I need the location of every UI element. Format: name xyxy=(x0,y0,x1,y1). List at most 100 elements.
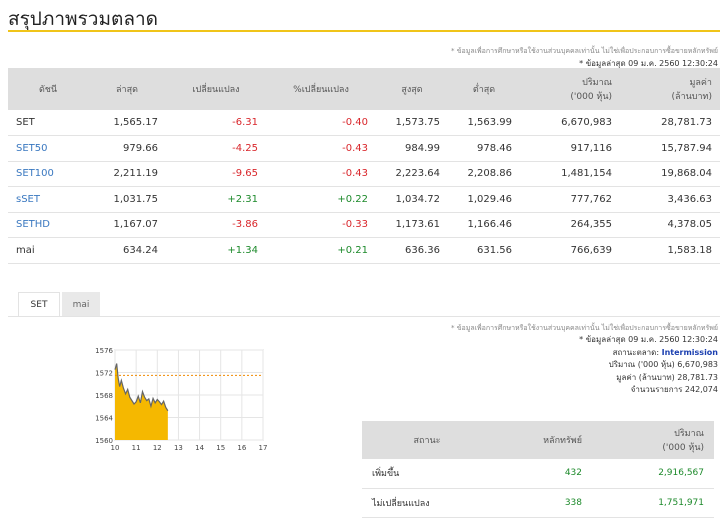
volume-value: 777,762 xyxy=(520,186,620,213)
low-value: 631.56 xyxy=(448,237,520,264)
set-intraday-chart: 1576 1572 1568 1564 1560 10 11 12 13 14 15 16 17 xyxy=(95,347,268,452)
last-value: 1,167.07 xyxy=(88,212,166,238)
last-value: 2,211.19 xyxy=(88,161,166,187)
change-value: +2.31 xyxy=(166,186,266,213)
chart-x-tick-label: 10 xyxy=(111,444,120,452)
table-row: ไม่เปลี่ยนแปลง 338 1,751,971 xyxy=(362,488,714,518)
value-value: 3,436.63 xyxy=(620,186,720,213)
last-value: 1,565.17 xyxy=(88,110,166,136)
volume-value: 264,355 xyxy=(520,212,620,238)
pct-change-value: -0.43 xyxy=(266,161,376,187)
chart-x-tick-label: 15 xyxy=(216,444,225,452)
last-value: 979.66 xyxy=(88,135,166,162)
status-body: เพิ่มขึ้น 432 2,916,567 ไม่เปลี่ยนแปลง 338 1,… xyxy=(362,459,714,518)
summary-disclaimer: * ข้อมูลเพื่อการศึกษาหรือใช้งานส่วนบุคคล… xyxy=(451,47,718,55)
low-value: 2,208.86 xyxy=(448,161,520,187)
change-value: +1.34 xyxy=(166,237,266,264)
chart-x-tick-label: 13 xyxy=(174,444,183,452)
table-row: SET50 979.66 -4.25 -0.43 984.99 978.46 917,116… xyxy=(8,135,720,162)
high-value: 636.36 xyxy=(376,237,448,264)
market-summary-table: ดัชนี ล่าสุด เปลี่ยนแปลง %เปลี่ยนแปลง สู… xyxy=(8,68,720,264)
header-status-volume-line1: ปริมาณ xyxy=(674,429,704,439)
page-title: สรุปภาพรวมตลาด xyxy=(8,8,158,30)
status-table: สถานะ หลักทรัพย์ ปริมาณ ('000 หุ้น) เพิ่… xyxy=(362,421,714,518)
value-value: 4,378.05 xyxy=(620,212,720,238)
high-value: 1,173.61 xyxy=(376,212,448,238)
header-index: ดัชนี xyxy=(8,68,88,110)
low-value: 1,166.46 xyxy=(448,212,520,238)
market-volume-value: 6,670,983 xyxy=(677,360,718,370)
title-rule xyxy=(8,30,720,32)
tab-mai[interactable]: mai xyxy=(62,292,100,317)
status-count: 338 xyxy=(492,488,592,518)
chart-series-area xyxy=(115,363,168,440)
chart-y-axis: 1576 1572 1568 1564 1560 xyxy=(95,347,113,445)
value-value: 28,781.73 xyxy=(620,110,720,136)
table-row: mai 634.24 +1.34 +0.21 636.36 631.56 766,639 1,… xyxy=(8,237,720,264)
index-name: SET xyxy=(8,110,88,136)
summary-updated: * ข้อมูลล่าสุด 09 ม.ค. 2560 12:30:24 xyxy=(579,59,718,68)
value-value: 15,787.94 xyxy=(620,135,720,162)
header-high: สูงสุด xyxy=(376,68,448,110)
header-value-line1: มูลค่า xyxy=(689,78,712,88)
status-name: เพิ่มขึ้น xyxy=(362,459,492,489)
change-value: -4.25 xyxy=(166,135,266,162)
market-status-label: สถานะตลาด: xyxy=(612,347,660,357)
pct-change-value: -0.33 xyxy=(266,212,376,238)
market-info-disclaimer: * ข้อมูลเพื่อการศึกษาหรือใช้งานส่วนบุคคล… xyxy=(451,324,718,332)
market-status-value: Intermission xyxy=(661,347,718,357)
volume-value: 6,670,983 xyxy=(520,110,620,136)
value-value: 19,868.04 xyxy=(620,161,720,187)
index-name[interactable]: SET100 xyxy=(8,161,88,187)
chart-y-tick-label: 1568 xyxy=(95,392,113,400)
chart-x-tick-label: 12 xyxy=(153,444,162,452)
status-volume: 1,751,971 xyxy=(592,488,714,518)
status-name: ไม่เปลี่ยนแปลง xyxy=(362,488,492,518)
index-name[interactable]: SETHD xyxy=(8,212,88,238)
chart-series xyxy=(114,363,263,440)
index-name[interactable]: sSET xyxy=(8,186,88,213)
table-row: SET100 2,211.19 -9.65 -0.43 2,223.64 2,208.86… xyxy=(8,161,720,187)
market-status-line: สถานะตลาด: Intermission xyxy=(368,347,718,360)
status-volume: 2,916,567 xyxy=(592,459,714,489)
header-status: สถานะ xyxy=(362,421,492,459)
chart-y-tick-label: 1576 xyxy=(95,347,113,355)
market-volume-line: ปริมาณ ('000 หุ้น) 6,670,983 xyxy=(368,359,718,372)
tab-set[interactable]: SET xyxy=(18,292,60,317)
index-name[interactable]: SET50 xyxy=(8,135,88,162)
value-value: 1,583.18 xyxy=(620,237,720,264)
low-value: 978.46 xyxy=(448,135,520,162)
volume-value: 766,639 xyxy=(520,237,620,264)
chart-x-tick-label: 17 xyxy=(259,444,268,452)
status-header-row: สถานะ หลักทรัพย์ ปริมาณ ('000 หุ้น) xyxy=(362,421,714,459)
volume-value: 1,481,154 xyxy=(520,161,620,187)
table-row: เพิ่มขึ้น 432 2,916,567 xyxy=(362,459,714,489)
chart-x-axis: 10 11 12 13 14 15 16 17 xyxy=(111,444,268,452)
header-securities: หลักทรัพย์ xyxy=(492,421,592,459)
high-value: 1,573.75 xyxy=(376,110,448,136)
last-value: 634.24 xyxy=(88,237,166,264)
header-volume: ปริมาณ ('000 หุ้น) xyxy=(520,68,620,110)
high-value: 1,034.72 xyxy=(376,186,448,213)
market-value-line: มูลค่า (ล้านบาท) 28,781.73 xyxy=(368,372,718,385)
header-volume-line1: ปริมาณ xyxy=(582,78,612,88)
header-value-line2: (ล้านบาท) xyxy=(671,92,712,102)
pct-change-value: +0.21 xyxy=(266,237,376,264)
market-info-block: * ข้อมูลเพื่อการศึกษาหรือใช้งานส่วนบุคคล… xyxy=(368,322,718,397)
market-info-updated: * ข้อมูลล่าสุด 09 ม.ค. 2560 12:30:24 xyxy=(579,335,718,344)
volume-value: 917,116 xyxy=(520,135,620,162)
market-deals-label: จำนวนรายการ xyxy=(630,385,683,395)
table-row: SETHD 1,167.07 -3.86 -0.33 1,173.61 1,166.46 2… xyxy=(8,212,720,238)
summary-body: SET 1,565.17 -6.31 -0.40 1,573.75 1,563.99 6,6… xyxy=(8,110,720,264)
chart-x-tick-label: 14 xyxy=(195,444,204,452)
pct-change-value: -0.43 xyxy=(266,135,376,162)
change-value: -6.31 xyxy=(166,110,266,136)
header-value: มูลค่า (ล้านบาท) xyxy=(620,68,720,110)
market-value-label: มูลค่า (ล้านบาท) xyxy=(616,372,675,382)
header-volume-line2: ('000 หุ้น) xyxy=(570,92,612,102)
summary-header-row: ดัชนี ล่าสุด เปลี่ยนแปลง %เปลี่ยนแปลง สู… xyxy=(8,68,720,110)
low-value: 1,029.46 xyxy=(448,186,520,213)
table-row: sSET 1,031.75 +2.31 +0.22 1,034.72 1,029.46 77… xyxy=(8,186,720,213)
header-last: ล่าสุด xyxy=(88,68,166,110)
chart-x-tick-label: 16 xyxy=(237,444,246,452)
